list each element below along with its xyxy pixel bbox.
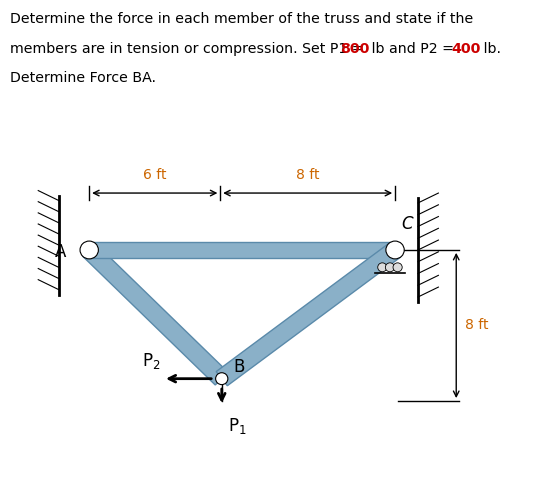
Text: C: C <box>401 215 413 233</box>
Text: members are in tension or compression. Set P1 =: members are in tension or compression. S… <box>10 42 368 56</box>
Text: 400: 400 <box>452 42 481 56</box>
Polygon shape <box>216 243 400 386</box>
Polygon shape <box>89 242 395 258</box>
Text: 8 ft: 8 ft <box>296 168 320 182</box>
Circle shape <box>393 263 402 272</box>
Text: P$_1$: P$_1$ <box>228 416 247 436</box>
Text: P$_2$: P$_2$ <box>142 351 160 371</box>
Polygon shape <box>83 244 228 385</box>
Text: Determine Force BA.: Determine Force BA. <box>10 71 156 85</box>
Circle shape <box>80 241 98 259</box>
Text: 800: 800 <box>340 42 370 56</box>
Circle shape <box>216 373 228 385</box>
Text: B: B <box>233 358 244 376</box>
Circle shape <box>378 263 387 272</box>
Text: A: A <box>55 244 66 261</box>
Text: 6 ft: 6 ft <box>143 168 166 182</box>
Text: lb and P2 =: lb and P2 = <box>367 42 459 56</box>
Text: Determine the force in each member of the truss and state if the: Determine the force in each member of th… <box>10 12 473 26</box>
Text: lb.: lb. <box>479 42 501 56</box>
Text: 8 ft: 8 ft <box>466 318 489 333</box>
Circle shape <box>385 263 394 272</box>
Circle shape <box>386 241 404 259</box>
